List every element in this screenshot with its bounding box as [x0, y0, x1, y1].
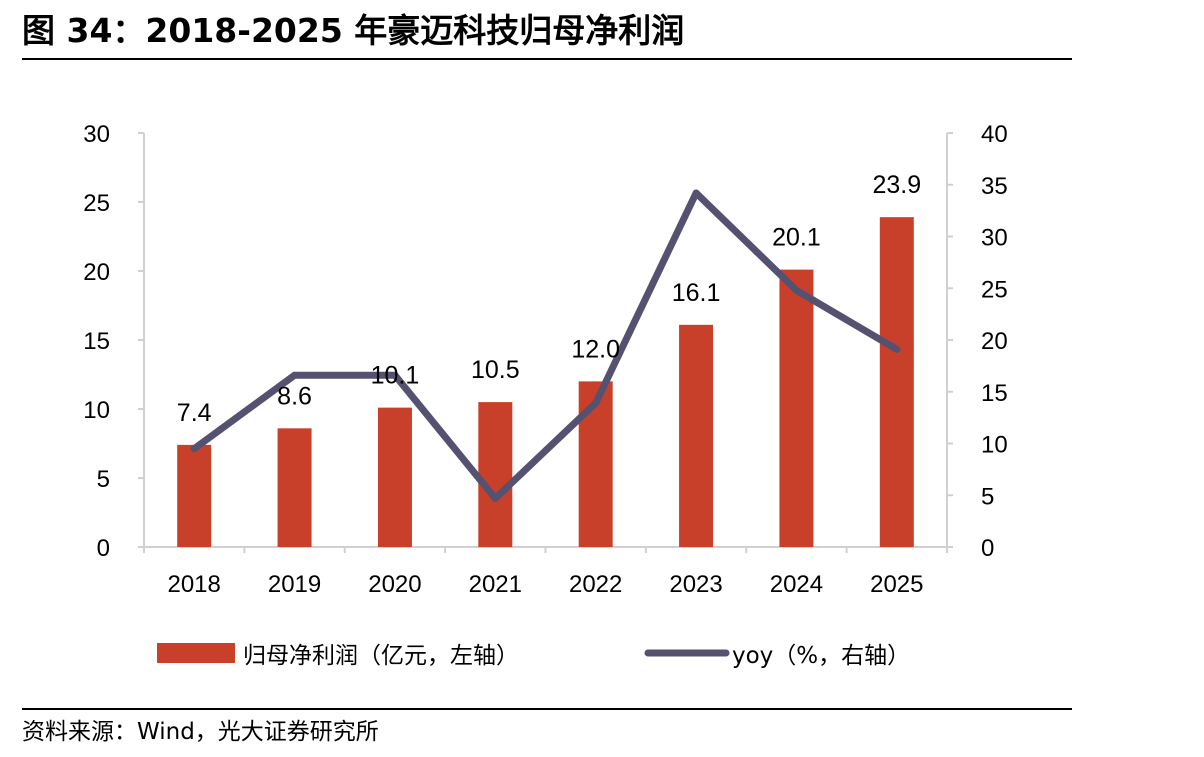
bar-2021: [478, 402, 513, 547]
yoy-point-2024: [792, 286, 800, 294]
x-tick-label: 2021: [469, 571, 522, 598]
yoy-point-2019: [291, 371, 299, 379]
right-tick-label: 10: [981, 432, 1008, 459]
yoy-line: [190, 189, 901, 502]
x-tick-label: 2023: [669, 571, 722, 598]
yoy-point-2018: [190, 445, 198, 453]
legend-bar-swatch: [157, 643, 235, 663]
left-tick-label: 20: [83, 259, 110, 286]
source-note: 资料来源：Wind，光大证券研究所: [22, 719, 379, 745]
bar-value-label: 20.1: [772, 224, 821, 252]
left-tick-label: 25: [83, 190, 110, 217]
right-tick-label: 30: [981, 225, 1008, 252]
left-tick-label: 0: [97, 535, 110, 562]
bar-value-label: 10.1: [371, 362, 420, 390]
bar-value-label: 7.4: [177, 399, 212, 427]
right-tick-label: 20: [981, 328, 1008, 355]
yoy-point-2023: [692, 189, 700, 197]
x-tick-label: 2018: [167, 571, 220, 598]
right-tick-label: 5: [981, 483, 994, 510]
right-tick-label: 25: [981, 276, 1008, 303]
chart-legend: 归母净利润（亿元，左轴） yoy（%，右轴）: [157, 643, 910, 669]
x-tick-label: 2024: [770, 571, 823, 598]
yoy-point-2020: [391, 371, 399, 379]
bar-2018: [177, 444, 212, 547]
left-tick-label: 15: [83, 328, 110, 355]
legend-bar-label: 归母净利润（亿元，左轴）: [243, 643, 519, 669]
bar-value-label: 12.0: [571, 335, 620, 363]
bar-2025: [879, 217, 914, 547]
right-tick-label: 40: [981, 121, 1008, 148]
yoy-point-2021: [491, 494, 499, 502]
right-tick-label: 15: [981, 380, 1008, 407]
x-tick-label: 2025: [870, 571, 923, 598]
bar-2024: [779, 269, 814, 547]
bar-value-label: 10.5: [471, 356, 520, 384]
left-tick-label: 30: [83, 121, 110, 148]
bar-value-label: 23.9: [872, 171, 921, 199]
data-labels: 7.4 8.6 10.1 10.5 12.0 16.1 20.1 23.9: [177, 171, 921, 427]
left-tick-label: 10: [83, 397, 110, 424]
title-divider: [22, 58, 1072, 60]
left-tick-label: 5: [97, 466, 110, 493]
right-tick-label: 0: [981, 535, 994, 562]
right-tick-label: 35: [981, 173, 1008, 200]
bar-2020: [377, 407, 412, 547]
bar-2022: [578, 381, 613, 547]
x-tick-label: 2020: [368, 571, 421, 598]
legend-line-label: yoy（%，右轴）: [732, 643, 910, 669]
source-divider: [22, 708, 1072, 710]
x-tick-label: 2022: [569, 571, 622, 598]
bar-value-label: 16.1: [672, 279, 721, 307]
bar-2019: [277, 428, 312, 547]
figure-title: 图 34：2018-2025 年豪迈科技归母净利润: [22, 11, 685, 50]
line-series: [190, 189, 901, 502]
yoy-point-2025: [893, 345, 901, 353]
bar-series: [177, 217, 914, 547]
x-tick-label: 2019: [268, 571, 321, 598]
yoy-point-2022: [592, 399, 600, 407]
bar-value-label: 8.6: [277, 382, 312, 410]
bar-2023: [679, 324, 714, 547]
